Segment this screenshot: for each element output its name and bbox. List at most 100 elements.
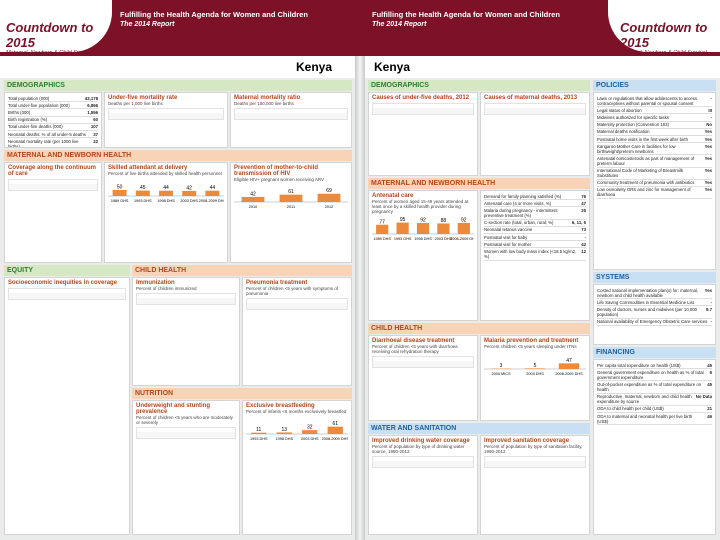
panel: Prevention of mother-to-child transmissi… [230, 162, 352, 263]
indicator-label: Community treatment of pneumonia with an… [597, 180, 695, 186]
indicator-value: 6, 11, 5 [571, 220, 586, 226]
indicator-row: Postnatal visit for mother 42 [484, 241, 586, 249]
indicator-label: Life Saving Commodities in Essential Med… [597, 299, 694, 305]
indicator-value: Yes [704, 129, 712, 135]
indicator-label: Neonatal tetanus vaccine [484, 227, 533, 233]
indicator-row: ODA to child health per child (US$) 21 [597, 406, 712, 413]
tagline: Maternal, Newborn & Child Survival [6, 50, 93, 56]
category-label: 2008-2009 DHS [322, 437, 348, 441]
panel-subtitle: Deaths per 100,000 live births [234, 101, 294, 106]
bar [279, 194, 303, 202]
indicator-row: International Code of Marketing of Breas… [597, 168, 712, 180]
indicator-label: Low osmolarity ORS and zinc for manageme… [597, 187, 691, 198]
indicator-value: 73 [581, 227, 586, 233]
panel: Improved sanitation coverage Percent of p… [480, 435, 590, 535]
indicator-row: C-section rate (total, urban, rural; %) 6… [484, 220, 586, 227]
category-label: 1989 DHS [373, 237, 391, 241]
bar-chart: 77 1989 DHS 95 1993 DHS 92 1998 DHS 88 2003 DHS… [372, 217, 477, 241]
indicator-label: Maternity protection (Convention 183) [597, 122, 669, 128]
category-label: 2003 DHS [180, 199, 198, 203]
category-label: 1998 DHS [157, 199, 175, 203]
panel: Underweight and stunting prevalence Perce… [132, 400, 240, 535]
panel-title: Underweight and stunting prevalence [136, 403, 210, 415]
bar [327, 426, 343, 434]
indicator-value: 76 [581, 193, 586, 199]
logo: Countdown to 2015 [6, 20, 94, 50]
bar [416, 222, 430, 234]
category-label: 2003 DHS [526, 372, 544, 376]
panel-subtitle: Deaths per 1,000 live births [108, 101, 163, 106]
category-label: 2003 DHS [435, 237, 453, 241]
bar [205, 190, 220, 196]
bar-chart: 3 2000 MICS 5 2003 DHS 47 2008-2009 DHS [484, 358, 586, 376]
indicator-value: Yes [704, 187, 712, 193]
indicator-row: Postnatal visit for baby - [484, 234, 586, 242]
category-label: 1993 DHS [250, 437, 268, 441]
panel-title: Causes of under-five deaths, 2012 [372, 95, 470, 101]
bar-label: 32 [307, 425, 313, 431]
indicator-row: Demand for family planning satisfied (%)… [484, 193, 586, 201]
panel-subtitle: Percent of children immunized [136, 286, 197, 291]
bar [437, 223, 450, 234]
indicator-value: 46 [707, 413, 712, 419]
indicator-row: Kangaroo Mother Care in facilities for l… [597, 143, 712, 156]
indicator-value: 12 [581, 248, 586, 254]
panel-subtitle: Percent of infants <6 months exclusively… [246, 409, 347, 414]
indicator-label: Per capita total expenditure on health (… [597, 362, 681, 368]
indicator-label: ODA to maternal and neonatal health per … [597, 413, 693, 424]
report-subtitle: The 2014 Report [372, 21, 427, 28]
gutter [355, 56, 365, 540]
bar [159, 190, 173, 196]
indicator-row: Birth registration (%) 60 [8, 117, 98, 124]
indicator-label: Reproductive, maternal, newborn and chil… [597, 394, 692, 405]
indicator-label: Maternal deaths notification [597, 129, 650, 135]
logo-box: Countdown to 2015 Maternal, Newborn & Ch… [608, 0, 720, 56]
bar [317, 193, 341, 202]
indicator-row: Total under-five population (000) 6,866 [8, 102, 98, 110]
indicator-row: Low osmolarity ORS and zinc for manageme… [597, 187, 712, 200]
indicator-label: Kangaroo Mother Care in facilities for l… [597, 143, 676, 154]
panel-subtitle: Percent of children <5 years with diarrh… [372, 344, 458, 354]
section-header: WATER AND SANITATION [368, 423, 590, 434]
indicator-label: Demand for family planning satisfied (%) [484, 193, 562, 199]
indicator-row: Neonatal tetanus vaccine 73 [484, 227, 586, 234]
indicator-value: 45 [707, 381, 712, 387]
indicator-row: Life Saving Commodities in Essential Med… [597, 299, 712, 307]
indicator-row: Legal status of abortion III [597, 107, 712, 115]
indicator-label: Postnatal visit for mother [484, 241, 532, 247]
bar-label: 88 [441, 218, 447, 224]
panel: Improved drinking water coverage Percent … [368, 435, 478, 535]
country: Kenya [374, 60, 411, 74]
indicator-value: 25 [581, 207, 586, 213]
panel: Immunization Percent of children immunize… [132, 277, 240, 386]
indicator-row: Maternal deaths notification Yes [597, 129, 712, 136]
indicator-label: Malaria during pregnancy - intermittent … [484, 207, 558, 218]
indicator-label: Birth registration (%) [8, 117, 48, 123]
indicator-row: Women with low body mass index (<18.5 kg… [484, 248, 586, 261]
bar-label: 69 [326, 188, 332, 194]
indicator-row: Laws or regulations that allow adolescen… [597, 95, 712, 108]
section-header: DEMOGRAPHICS [368, 80, 590, 91]
indicator-row: Malaria during pregnancy - intermittent … [484, 207, 586, 220]
indicator-value: 43,178 [84, 95, 98, 101]
category-label: 2008-2009 DHS [555, 372, 583, 376]
panel: Pneumonia treatment Percent of children <… [242, 277, 352, 386]
bar [524, 368, 546, 369]
indicator-row: Community treatment of pneumonia with an… [597, 180, 712, 187]
panel-subtitle: Percent of children <5 years with sympto… [246, 286, 339, 296]
indicator-row: Postnatal home visits in the first week … [597, 136, 712, 144]
category-label: 2008-2009 DHS [199, 199, 224, 203]
indicator-label: Births (000) [8, 109, 31, 115]
bar [302, 430, 318, 434]
indicator-label: Neonatal deaths: % of all under-5 deaths [8, 131, 86, 137]
panel: Under-five mortality rate Deaths per 1,00… [104, 92, 228, 148]
indicator-label: Density of doctors, nurses and midwives … [597, 306, 698, 317]
panel: Costed national implementation plan(s) f… [593, 284, 716, 345]
chart-area [8, 179, 98, 191]
panel-title: Improved sanitation coverage [484, 438, 570, 444]
indicator-row: Total under-five deaths (000) 107 [8, 124, 98, 131]
chart-area [372, 456, 474, 468]
tagline: Maternal, Newborn & Child Survival [620, 50, 707, 56]
panel-subtitle: Percent of live births attended by skill… [108, 171, 222, 176]
indicator-value: - [710, 319, 712, 325]
